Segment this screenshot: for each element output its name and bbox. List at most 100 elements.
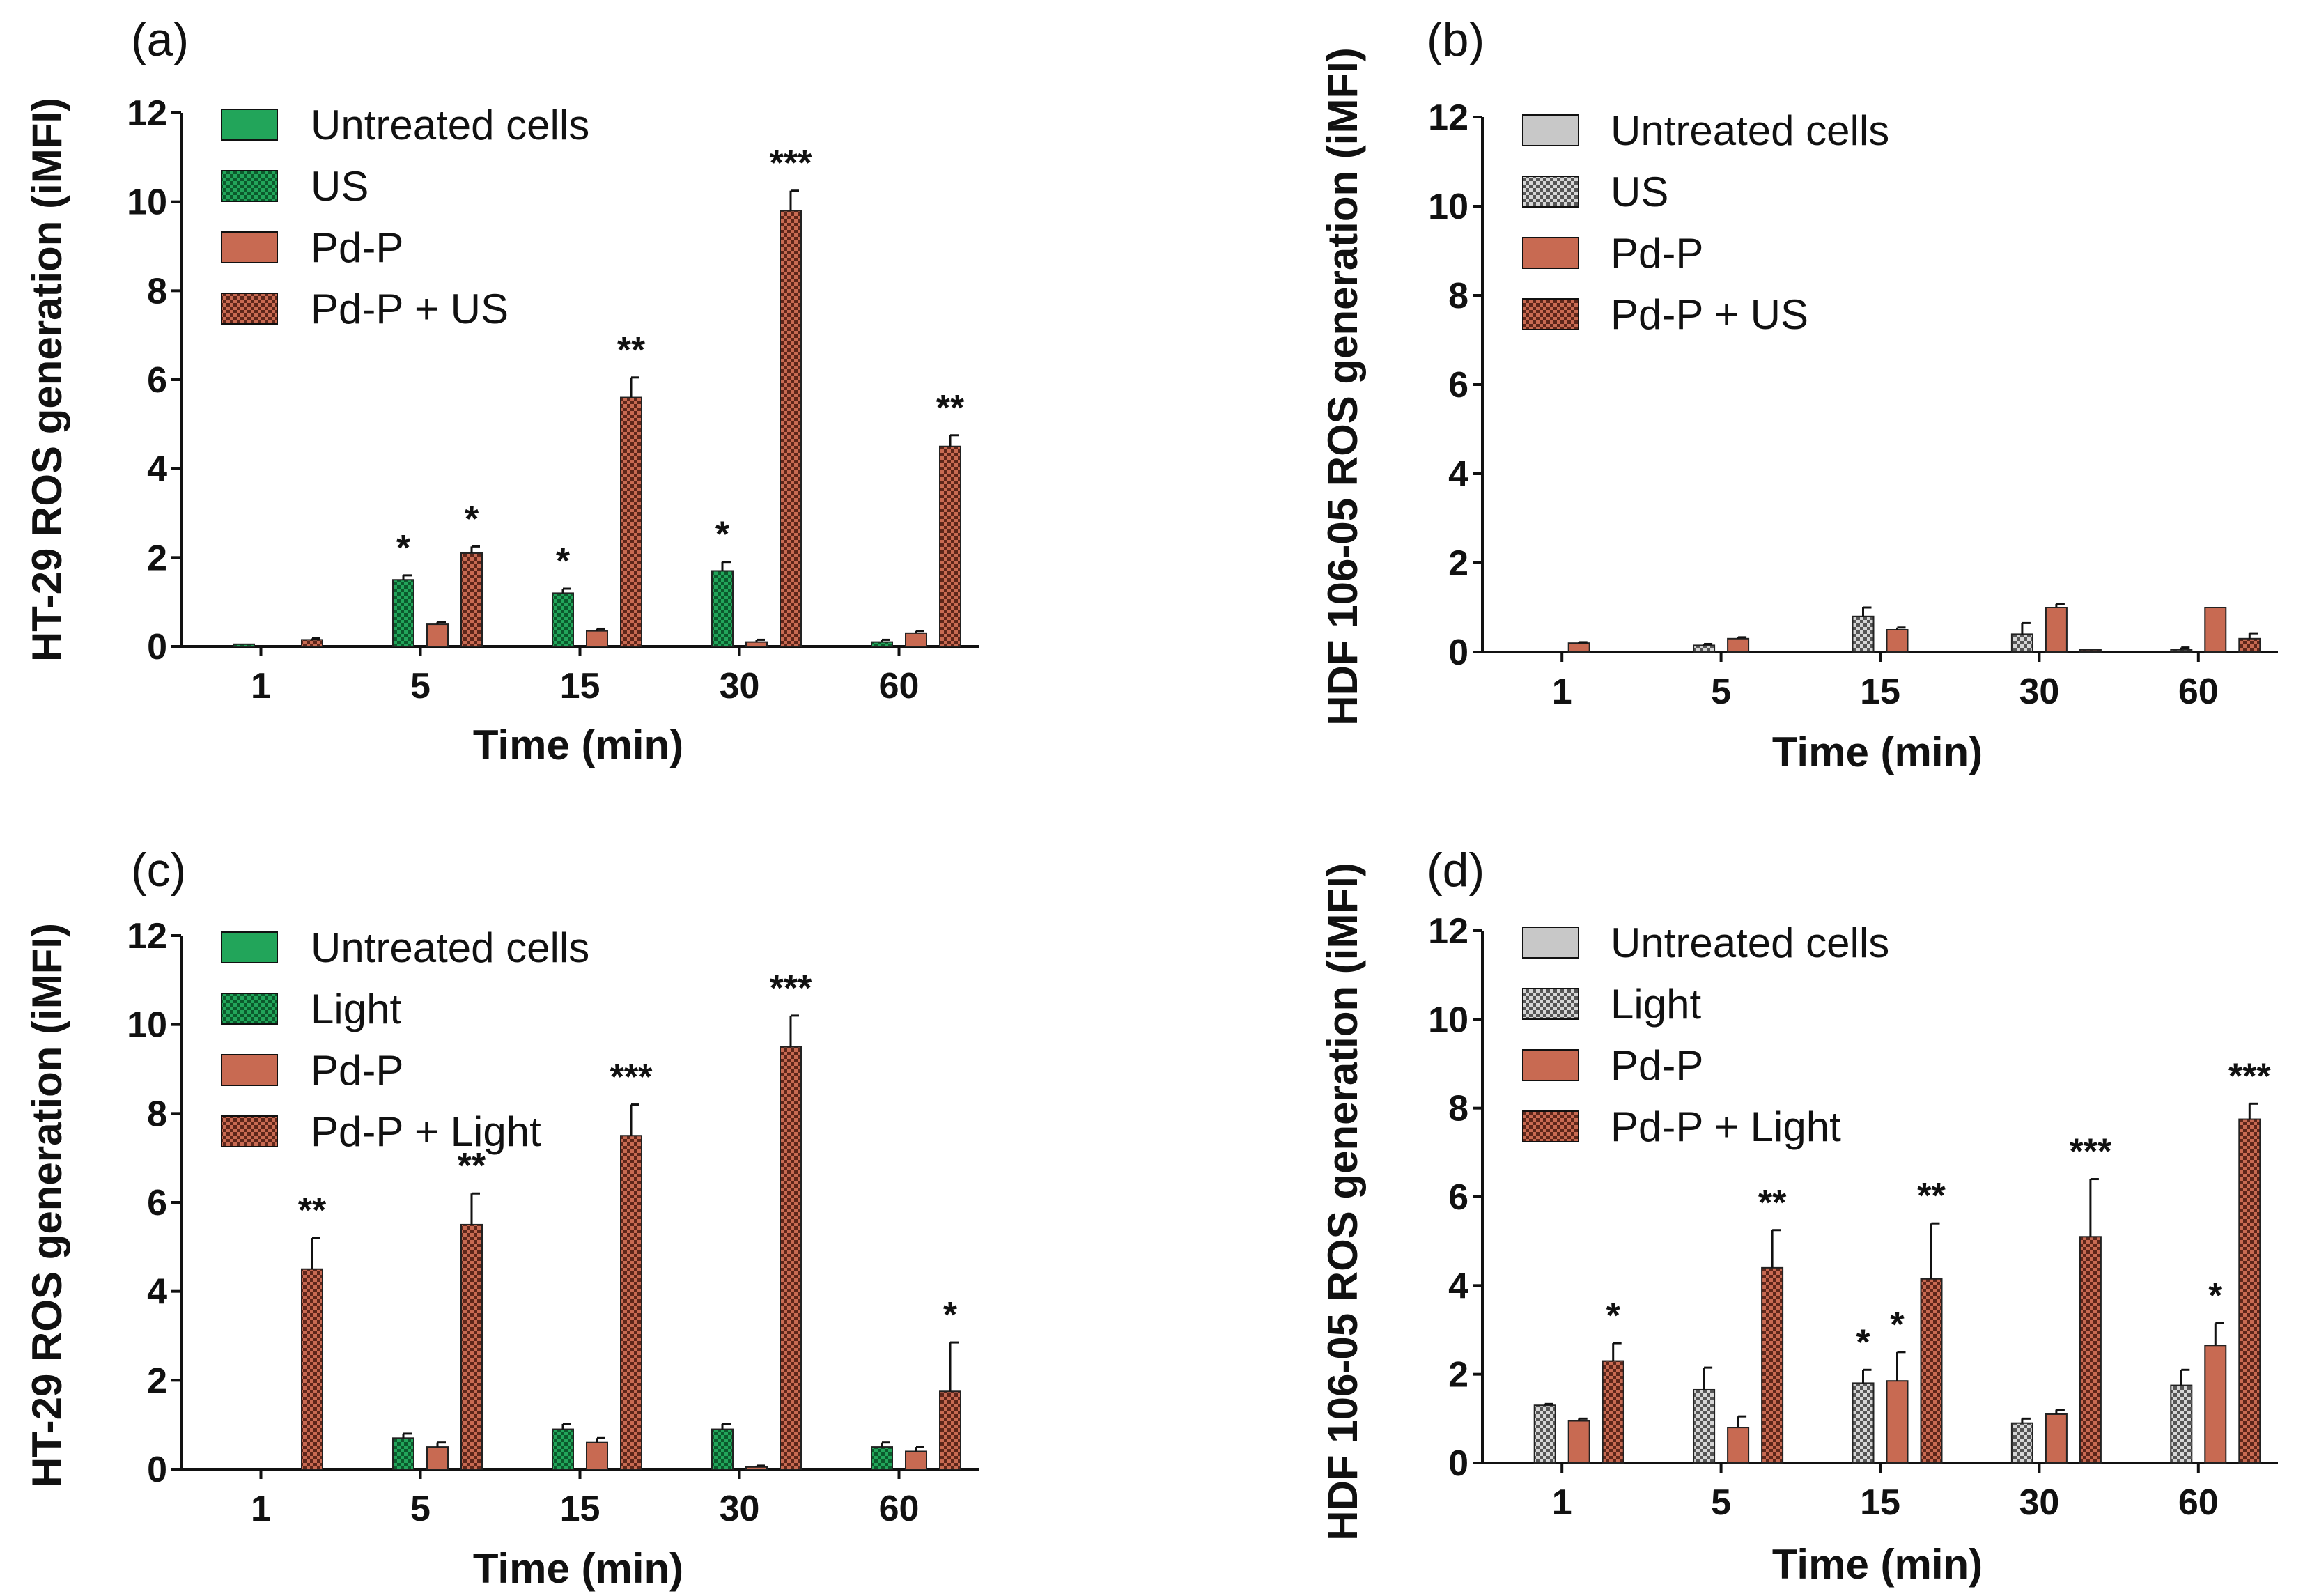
significance-marker: * [1890,1305,1905,1345]
y-tick-label: 12 [1428,98,1468,138]
y-tick-label: 0 [1448,1443,1468,1484]
x-tick-label: 60 [2178,672,2219,712]
legend-item: US [221,163,369,210]
bar [1693,1388,1716,1464]
significance-marker: *** [610,1057,653,1098]
bar [426,1446,449,1470]
x-axis-title: Time (min) [1772,1541,1983,1588]
legend-swatch [1522,237,1579,269]
significance-marker: * [943,1295,958,1335]
legend-swatch [1522,1049,1579,1081]
legend-label: Pd-P [1611,1042,1703,1089]
x-tick-label: 1 [1552,672,1572,712]
y-tick-label: 4 [1448,1266,1468,1306]
significance-marker: * [2208,1276,2223,1316]
y-tick-label: 6 [147,360,167,401]
y-tick-label: 2 [147,1361,167,1401]
panel-d: (d) HDF 106-05 ROS generation (iMFI) Tim… [1319,844,2278,1588]
y-tick-label: 8 [1448,1089,1468,1129]
bar [2170,1384,2193,1464]
panel-label: (b) [1427,13,1484,66]
x-tick-label: 15 [1860,1482,1900,1523]
bar [1567,1420,1590,1464]
y-tick-label: 4 [147,449,167,490]
significance-marker: * [396,528,411,568]
legend-label: Pd-P + US [1611,291,1808,338]
bar [1727,1427,1750,1464]
legend-label: US [1611,169,1668,215]
bar [301,639,323,647]
legend-swatch [1522,114,1579,146]
legend-label: Pd-P [1611,230,1703,277]
y-tick-label: 6 [147,1183,167,1223]
legend-swatch [221,293,278,325]
significance-marker: ** [458,1146,486,1186]
bar [2010,633,2033,653]
y-tick-label: 2 [1448,1355,1468,1395]
y-axis-title: HDF 106-05 ROS generation (iMFI) [1319,862,1366,1540]
bar [552,592,574,648]
legend-label: US [311,163,369,210]
x-tick-label: 1 [251,1489,271,1529]
y-tick-label: 12 [1428,911,1468,952]
legend-item: Light [1522,981,1701,1028]
y-tick-label: 10 [1428,187,1468,227]
bar [426,623,449,647]
legend-label: Untreated cells [1611,107,1889,154]
significance-marker: * [715,515,730,555]
y-tick-label: 12 [127,93,167,134]
bar [780,1046,802,1471]
bar [2204,607,2227,653]
bar [392,1437,414,1470]
bar [2045,607,2068,653]
x-axis-title: Time (min) [473,1545,683,1592]
legend-swatch [221,1115,278,1147]
legend-item: Pd-P + US [1522,291,1808,338]
y-tick-label: 0 [147,1450,167,1490]
bar [711,1428,734,1471]
bar [711,570,734,648]
legend-item: Pd-P [221,1047,403,1094]
bar [939,445,961,647]
bar [233,643,255,648]
x-tick-label: 30 [2019,672,2059,712]
y-tick-label: 6 [1448,365,1468,405]
bar [939,1390,961,1470]
significance-marker: * [1606,1296,1621,1336]
x-tick-label: 60 [879,666,920,706]
bar [1693,644,1716,653]
x-tick-label: 60 [2178,1482,2219,1523]
y-tick-label: 10 [127,183,167,223]
bar [586,630,608,647]
x-tick-label: 1 [1552,1482,1572,1523]
bar [2170,649,2193,653]
legend-item: Untreated cells [221,924,589,971]
bar [301,1268,323,1470]
legend-swatch [1522,298,1579,330]
legend-item: Pd-P + Light [221,1108,541,1155]
legend-item: Light [221,986,401,1032]
significance-marker: *** [770,968,812,1009]
legend-item: Untreated cells [1522,920,1889,966]
bar [620,396,642,647]
legend: Untreated cells US Pd-P Pd-P + US [221,102,589,332]
significance-marker: *** [770,144,812,184]
bar [2238,637,2261,653]
panel-a: (a) HT-29 ROS generation (iMFI) Time (mi… [24,13,979,768]
panel-label: (d) [1427,844,1484,897]
bar [2079,1236,2102,1464]
y-tick-label: 6 [1448,1177,1468,1218]
x-tick-label: 1 [251,666,271,706]
x-tick-label: 15 [560,666,600,706]
x-tick-label: 5 [410,1489,431,1529]
bar [745,1466,768,1471]
legend-swatch [221,231,278,263]
y-axis-title: HT-29 ROS generation (iMFI) [24,98,70,662]
y-tick-label: 2 [147,538,167,578]
y-tick-label: 10 [127,1005,167,1046]
bar [1727,637,1750,653]
plot-area: 0 2 4 6 8 10 12 1 ** 5 ** 15 *** 30 *** 60 * [127,916,979,1529]
bar [1602,1360,1624,1464]
